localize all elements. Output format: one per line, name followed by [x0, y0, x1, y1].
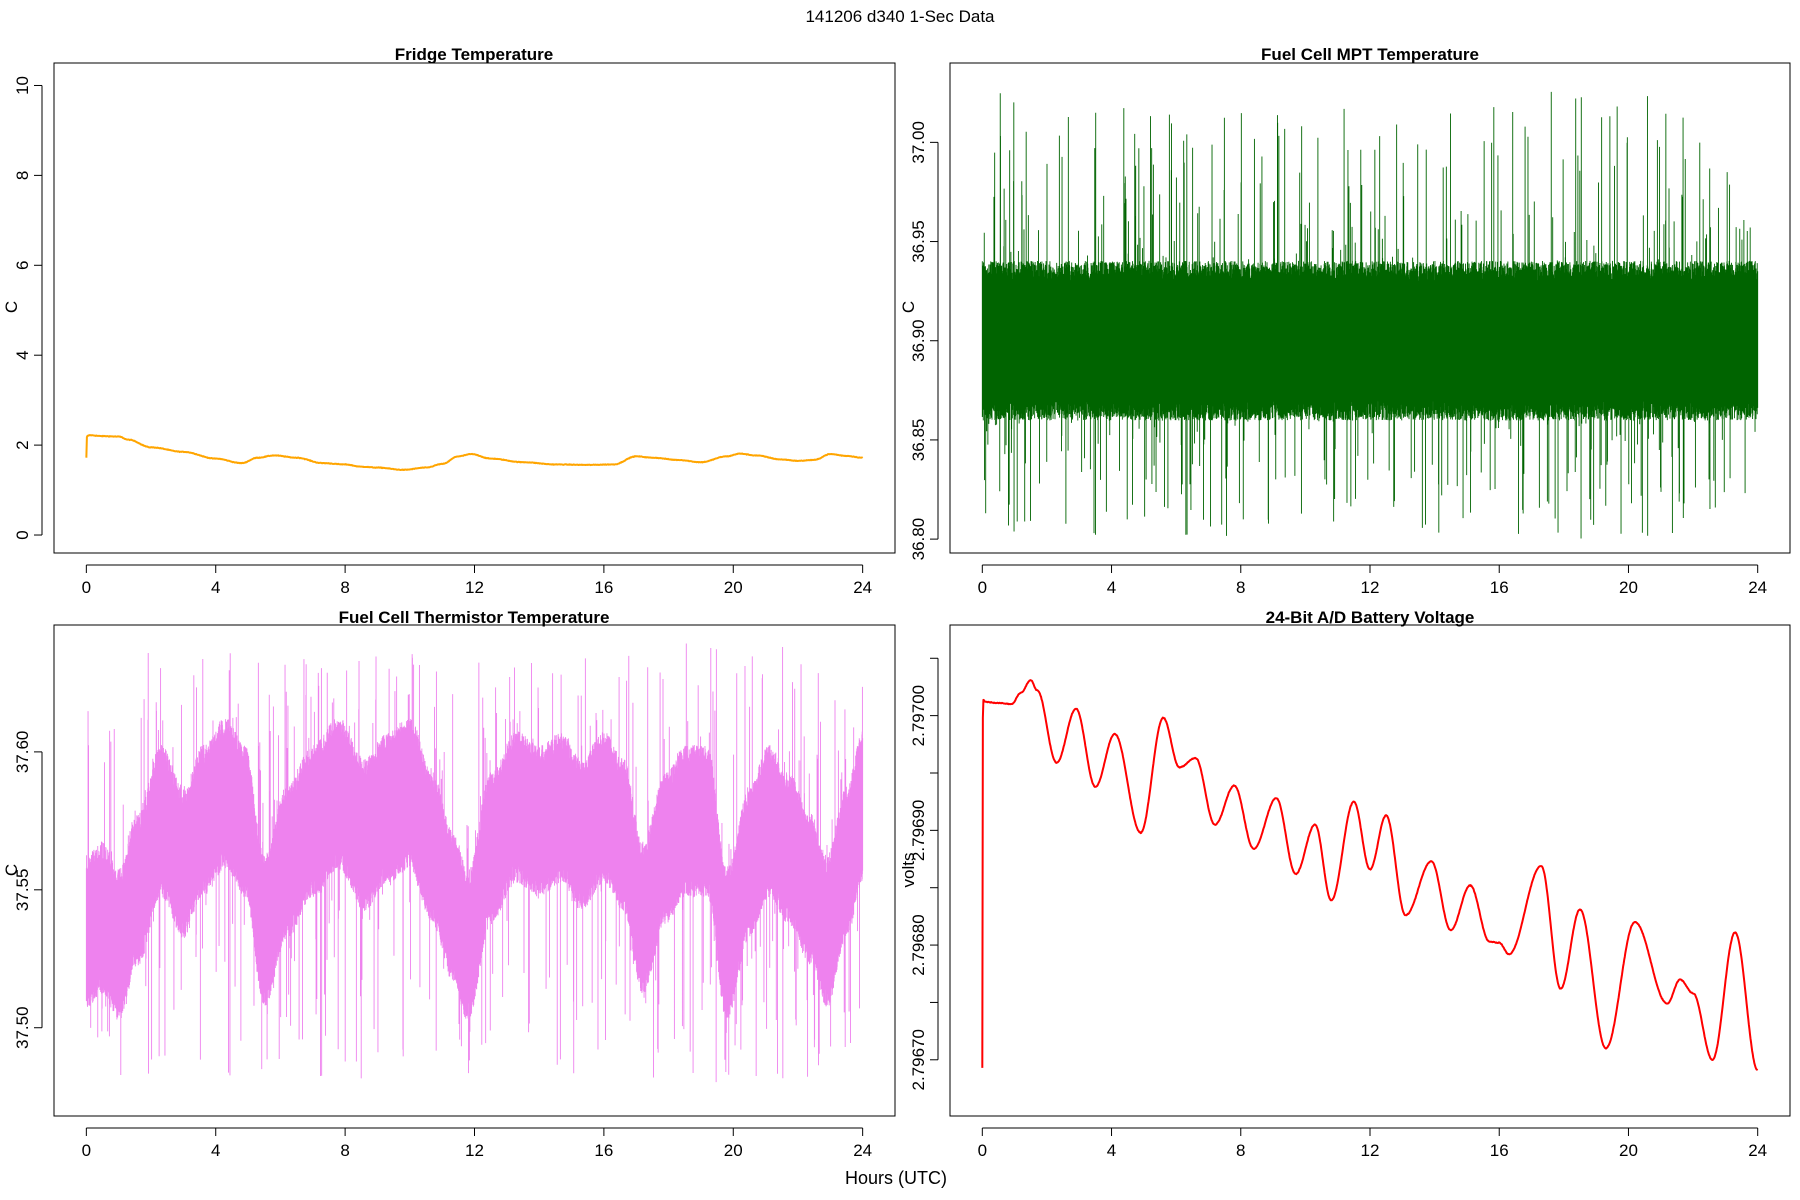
y-axis: 37.50 37.55 37.60: [13, 731, 43, 1049]
y-axis: 0 2 4 6 8 10: [13, 76, 43, 540]
x-tick-label: 24: [853, 1141, 872, 1160]
x-tick-label: 4: [1107, 1141, 1116, 1160]
x-tick-label: 4: [211, 1141, 220, 1160]
y-tick-label: 6: [13, 261, 32, 270]
y-tick-label: 4: [13, 350, 32, 359]
x-tick-label: 0: [82, 1141, 91, 1160]
y-tick-label: 2.79690: [909, 800, 928, 861]
y-axis-label: volts: [899, 853, 918, 888]
x-tick-label: 12: [1361, 578, 1380, 597]
panel-battery: 24-Bit A/D Battery Voltage volts 0 4 8 12 16…: [899, 608, 1791, 1160]
x-tick-label: 24: [1748, 578, 1767, 597]
y-tick-label: 2: [13, 440, 32, 449]
x-tick-label: 24: [853, 578, 872, 597]
plot-frame: [53, 624, 896, 1117]
x-tick-label: 12: [465, 578, 484, 597]
y-tick-label: 2.79680: [909, 914, 928, 975]
y-tick-label: 37.55: [13, 869, 32, 912]
x-tick-label: 0: [978, 578, 987, 597]
x-tick-label: 20: [1619, 578, 1638, 597]
y-axis: 2.79670 2.79680 2.79690 2.79700: [909, 657, 939, 1091]
x-tick-label: 4: [211, 578, 220, 597]
y-axis-label: C: [2, 301, 21, 313]
x-tick-label: 0: [82, 578, 91, 597]
x-tick-label: 16: [1490, 578, 1509, 597]
y-axis-label: C: [899, 301, 918, 313]
x-tick-label: 12: [1361, 1141, 1380, 1160]
series: [981, 91, 1759, 539]
panel-title: Fuel Cell MPT Temperature: [1261, 45, 1479, 64]
y-tick-label: 37.60: [13, 731, 32, 774]
x-axis: 0 4 8 12 16 20 24: [82, 1127, 872, 1160]
y-tick-label: 2.79670: [909, 1029, 928, 1090]
y-tick-label: 8: [13, 171, 32, 180]
y-tick-label: 36.90: [909, 319, 928, 362]
plot-frame: [949, 62, 1791, 554]
x-tick-label: 8: [1236, 1141, 1245, 1160]
x-tick-label: 8: [1236, 578, 1245, 597]
figure-title: 141206 d340 1-Sec Data: [805, 7, 995, 26]
panel-title: 24-Bit A/D Battery Voltage: [1266, 608, 1475, 627]
y-tick-label: 2.79700: [909, 685, 928, 746]
x-axis: 0 4 8 12 16 20 24: [978, 564, 1767, 597]
series: [85, 643, 864, 1083]
x-tick-label: 20: [1619, 1141, 1638, 1160]
series-line: [981, 679, 1759, 1071]
panel-thermistor: Fuel Cell Thermistor Temperature C 0 4 8 12…: [2, 608, 896, 1160]
x-axis-label: Hours (UTC): [845, 1168, 947, 1188]
x-tick-label: 8: [340, 578, 349, 597]
y-tick-label: 10: [13, 76, 32, 95]
x-tick-label: 16: [594, 1141, 613, 1160]
series-trace: [981, 91, 1759, 539]
series: [981, 679, 1759, 1071]
x-tick-label: 20: [724, 1141, 743, 1160]
x-tick-label: 4: [1107, 578, 1116, 597]
y-tick-label: 36.80: [909, 518, 928, 561]
x-tick-label: 16: [594, 578, 613, 597]
x-tick-label: 16: [1490, 1141, 1509, 1160]
x-axis: 0 4 8 12 16 20 24: [82, 564, 872, 597]
y-tick-label: 0: [13, 530, 32, 539]
x-tick-label: 0: [978, 1141, 987, 1160]
plot-frame: [53, 62, 896, 554]
series: [85, 434, 864, 472]
series-line: [85, 434, 864, 472]
panel-title: Fuel Cell Thermistor Temperature: [339, 608, 610, 627]
x-tick-label: 12: [465, 1141, 484, 1160]
y-axis-label: C: [2, 864, 21, 876]
panel-title: Fridge Temperature: [395, 45, 553, 64]
y-axis: 36.80 36.85 36.90 36.95 37.00: [909, 121, 939, 561]
y-tick-label: 36.85: [909, 419, 928, 462]
x-tick-label: 20: [724, 578, 743, 597]
panel-mpt: Fuel Cell MPT Temperature C 0 4 8 12 16 20 24 3…: [899, 45, 1791, 597]
y-tick-label: 37.50: [13, 1006, 32, 1049]
x-tick-label: 8: [340, 1141, 349, 1160]
plot-frame: [949, 624, 1791, 1117]
y-tick-label: 36.95: [909, 220, 928, 263]
y-tick-label: 37.00: [909, 121, 928, 164]
x-tick-label: 24: [1748, 1141, 1767, 1160]
series-trace: [85, 643, 864, 1083]
x-axis: 0 4 8 12 16 20 24: [978, 1127, 1767, 1160]
